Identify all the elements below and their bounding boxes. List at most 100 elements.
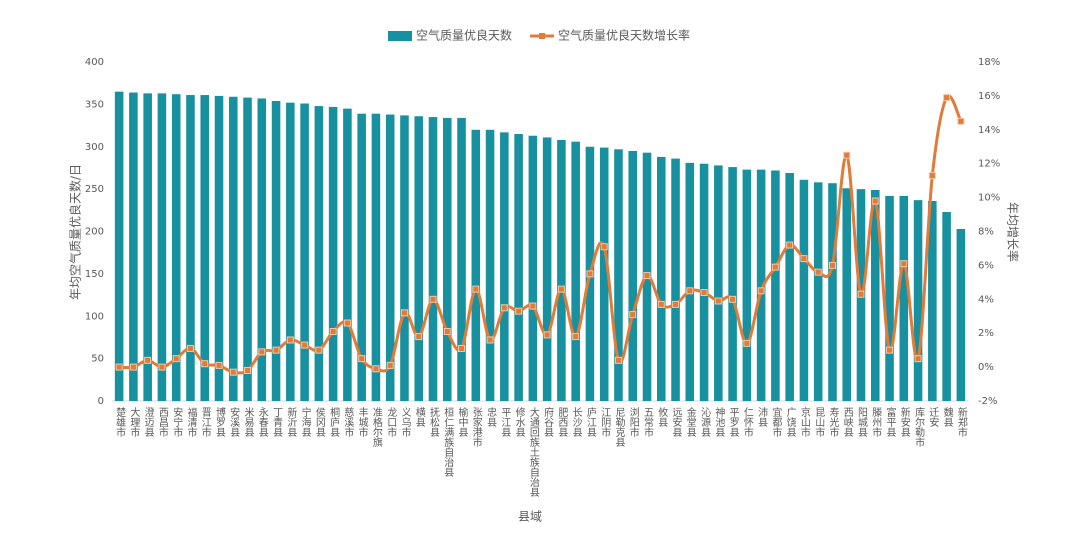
x-tick-label: 澄迈县 bbox=[142, 406, 154, 438]
x-tick-label: 西昌市 bbox=[156, 407, 168, 438]
x-tick-label: 忠县 bbox=[485, 407, 497, 428]
line-marker bbox=[500, 304, 508, 312]
x-tick-label: 寿光市 bbox=[827, 406, 839, 438]
x-tick-label: 晋江市 bbox=[199, 407, 211, 438]
legend-label: 空气质量优良天数 bbox=[416, 28, 512, 43]
line-marker bbox=[900, 260, 908, 268]
bar bbox=[328, 106, 338, 401]
bar bbox=[143, 93, 152, 402]
bar bbox=[628, 150, 638, 401]
bar bbox=[171, 94, 181, 401]
line-marker bbox=[614, 356, 622, 364]
line-marker bbox=[529, 302, 537, 310]
bar bbox=[799, 179, 809, 401]
y2-tick-label: 0% bbox=[978, 362, 994, 373]
bar bbox=[870, 189, 880, 401]
bar bbox=[343, 108, 352, 402]
x-tick-label: 金堂县 bbox=[684, 406, 696, 438]
bar bbox=[485, 129, 495, 402]
y2-tick-label: 2% bbox=[978, 328, 994, 339]
line-marker bbox=[201, 360, 209, 368]
line-marker bbox=[415, 333, 423, 341]
line-marker bbox=[158, 363, 166, 371]
y2-tick-label: 4% bbox=[978, 294, 994, 305]
x-tick-label: 平罗县 bbox=[727, 407, 739, 438]
y-tick-label: 350 bbox=[85, 99, 104, 110]
line-marker bbox=[771, 263, 779, 271]
y-tick-label: 150 bbox=[85, 269, 104, 280]
x-tick-label: 安溪县 bbox=[228, 406, 240, 438]
bar bbox=[656, 156, 666, 401]
line-marker bbox=[886, 346, 894, 354]
line-marker bbox=[458, 344, 466, 352]
line-marker bbox=[786, 241, 794, 249]
x-tick-label: 沛县 bbox=[756, 406, 768, 428]
y-tick-label: 400 bbox=[85, 57, 104, 68]
line-marker bbox=[129, 363, 137, 371]
y2-tick-label: 6% bbox=[978, 260, 994, 271]
line-marker bbox=[386, 361, 394, 369]
x-tick-label: 昆山市 bbox=[813, 407, 825, 438]
bar bbox=[428, 117, 438, 402]
bar bbox=[614, 149, 623, 401]
x-tick-label: 丁青县 bbox=[271, 407, 283, 438]
x-tick-label: 福清市 bbox=[185, 406, 197, 438]
bar bbox=[371, 113, 381, 401]
line-marker bbox=[515, 307, 523, 315]
x-tick-label: 大通回族土族自治县 bbox=[527, 406, 539, 498]
x-tick-label: 富平县 bbox=[884, 406, 896, 438]
bar bbox=[714, 165, 723, 401]
x-tick-label: 安宁市 bbox=[171, 406, 183, 438]
bar bbox=[828, 183, 837, 401]
legend-swatch bbox=[388, 31, 412, 41]
bar bbox=[528, 135, 538, 402]
line-marker bbox=[957, 117, 965, 125]
bar bbox=[286, 102, 295, 402]
bar bbox=[385, 114, 395, 402]
line-marker bbox=[743, 339, 751, 347]
line-marker bbox=[871, 197, 879, 205]
line-marker bbox=[714, 297, 722, 305]
line-marker bbox=[229, 368, 237, 376]
bar bbox=[471, 129, 481, 402]
line-marker bbox=[258, 348, 266, 356]
line-marker bbox=[144, 356, 152, 364]
x-tick-label: 迁安 bbox=[927, 407, 939, 428]
y-tick-label: 50 bbox=[91, 354, 104, 365]
bar bbox=[728, 167, 737, 401]
y2-tick-label: 14% bbox=[978, 125, 1000, 136]
line-marker bbox=[843, 151, 851, 159]
x-tick-label: 宁海县 bbox=[299, 406, 311, 438]
y-axis-title: 年均空气质量优良天数/日 bbox=[68, 164, 83, 300]
bar bbox=[942, 212, 951, 401]
line-marker bbox=[928, 172, 936, 180]
x-tick-label: 平江县 bbox=[499, 407, 511, 438]
line-marker bbox=[557, 285, 565, 293]
line-marker bbox=[586, 270, 594, 278]
x-tick-label: 博罗县 bbox=[214, 406, 226, 438]
line-marker bbox=[443, 328, 451, 336]
y-tick-label: 300 bbox=[85, 142, 104, 153]
x-tick-label: 远安县 bbox=[670, 407, 682, 438]
x-tick-label: 丰城市 bbox=[356, 406, 368, 438]
y2-tick-label: 8% bbox=[978, 227, 994, 238]
x-tick-label: 滕州市 bbox=[870, 406, 882, 438]
y2-tick-label: 16% bbox=[978, 91, 1000, 102]
x-tick-label: 桐庐县 bbox=[328, 406, 340, 438]
x-tick-label: 米易县 bbox=[242, 406, 254, 438]
y2-tick-label: 18% bbox=[978, 57, 1000, 68]
line-marker bbox=[943, 94, 951, 102]
line-marker bbox=[914, 355, 922, 363]
x-tick-label: 大理市 bbox=[128, 406, 140, 438]
x-tick-label: 沁源县 bbox=[699, 407, 711, 438]
bar bbox=[842, 188, 852, 401]
line-marker bbox=[486, 336, 494, 344]
x-tick-label: 京山市 bbox=[798, 406, 810, 438]
bar bbox=[671, 158, 680, 401]
bar bbox=[300, 103, 309, 401]
x-tick-label: 宜都市 bbox=[770, 406, 782, 438]
legend-label: 空气质量优良天数增长率 bbox=[558, 28, 690, 43]
line-marker bbox=[315, 346, 323, 354]
line bbox=[119, 94, 963, 375]
line-marker bbox=[301, 341, 309, 349]
